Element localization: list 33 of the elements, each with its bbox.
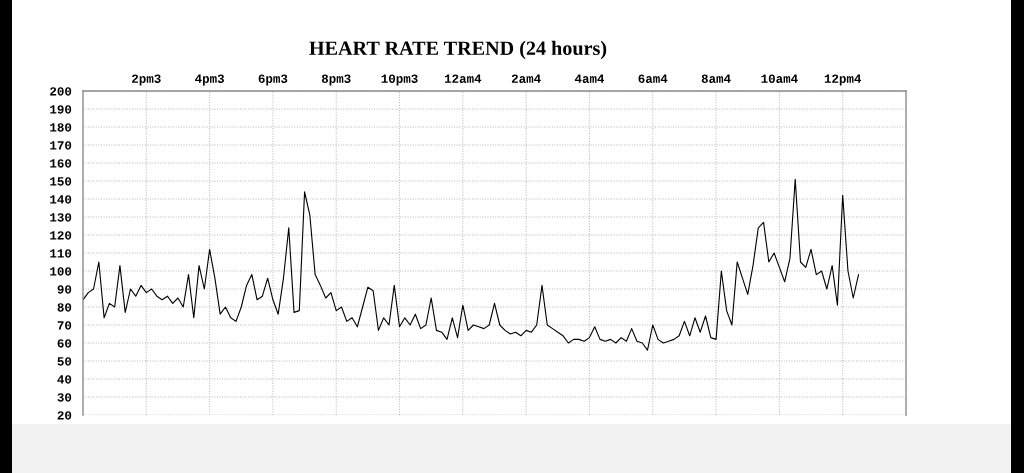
y-tick-label: 170 xyxy=(50,141,72,150)
y-tick-label: 70 xyxy=(57,321,72,330)
y-tick-label: 40 xyxy=(57,375,72,384)
y-tick-label: 90 xyxy=(57,285,72,294)
x-tick-label: 10am4 xyxy=(761,74,798,83)
line-series xyxy=(83,178,860,351)
x-tick-label: 4am4 xyxy=(574,74,605,83)
y-tick-label: 190 xyxy=(50,105,72,114)
chart-title: HEART RATE TREND (24 hours) xyxy=(309,40,607,60)
x-tick-label: 8pm3 xyxy=(321,74,351,86)
y-tick-label: 180 xyxy=(50,123,72,132)
y-tick-label: 30 xyxy=(57,393,72,402)
x-tick-label: 8am4 xyxy=(701,74,731,83)
y-tick-label: 50 xyxy=(57,357,72,366)
x-tick-label: 2am4 xyxy=(511,74,541,83)
x-tick-label: 10pm3 xyxy=(381,74,418,86)
y-tick-label: 160 xyxy=(50,159,72,168)
y-tick-label: 110 xyxy=(50,249,72,258)
x-tick-label: 12pm4 xyxy=(824,74,862,86)
x-tick-label: 6am4 xyxy=(638,74,668,83)
y-tick-label: 100 xyxy=(50,267,72,276)
x-tick-label: 2pm3 xyxy=(132,74,161,86)
x-tick-label: 6pm3 xyxy=(258,74,288,86)
y-tick-label: 130 xyxy=(50,213,72,222)
y-tick-label: 60 xyxy=(57,339,72,348)
x-tick-label: 12am4 xyxy=(444,74,482,83)
y-tick-label: 140 xyxy=(50,195,72,204)
y-tick-label: 120 xyxy=(50,231,72,240)
y-tick-label: 150 xyxy=(50,177,72,186)
x-tick-label: 4pm3 xyxy=(195,74,224,86)
y-tick-label: 200 xyxy=(50,87,72,96)
y-tick-label: 80 xyxy=(57,303,72,312)
y-tick-label: 20 xyxy=(57,411,72,420)
